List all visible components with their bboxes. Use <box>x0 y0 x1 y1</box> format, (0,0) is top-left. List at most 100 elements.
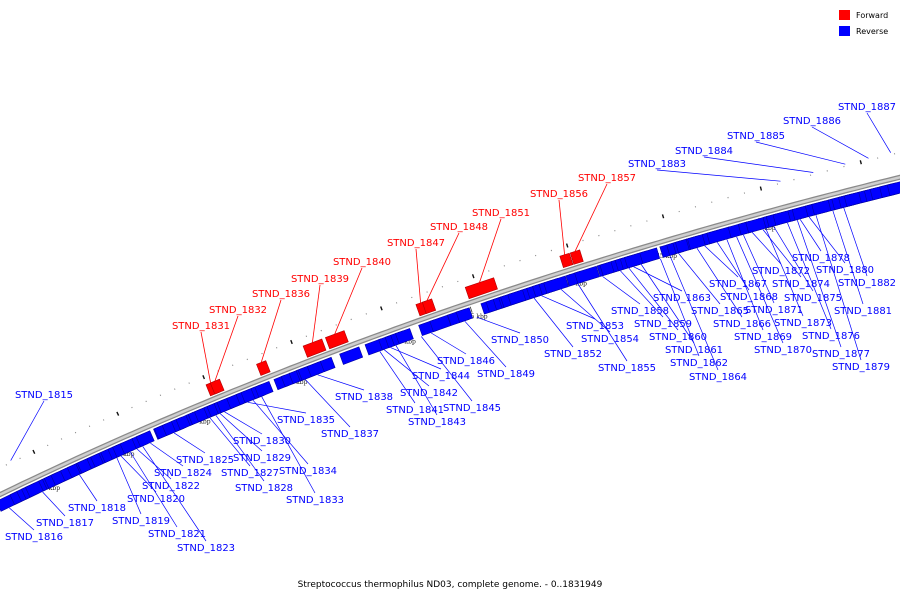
reverse-leader-line <box>421 336 473 402</box>
reverse-leader-line <box>384 349 430 387</box>
reverse-gene-label: STND_1845 <box>443 403 501 414</box>
reverse-gene-label: STND_1823 <box>177 543 235 554</box>
forward-leader-line <box>260 299 282 363</box>
reverse-gene-label: STND_1861 <box>665 345 723 356</box>
reverse-gene-label: STND_1834 <box>279 466 337 477</box>
reverse-leader-line <box>219 413 263 452</box>
reverse-gene <box>455 307 474 323</box>
forward-gene-label: STND_1848 <box>430 222 488 233</box>
reverse-gene-label: STND_1884 <box>675 146 733 157</box>
forward-gene <box>569 249 584 265</box>
reverse-gene-label: STND_1850 <box>491 335 549 346</box>
reverse-gene-label: STND_1841 <box>386 405 444 416</box>
reverse-leader-line <box>787 222 832 330</box>
forward-gene-label: STND_1847 <box>387 238 445 249</box>
axis-highlight <box>0 175 900 496</box>
reverse-gene-label: STND_1854 <box>581 334 639 345</box>
forward-gene <box>302 338 327 358</box>
reverse-gene-label: STND_1817 <box>36 518 94 529</box>
reverse-gene-label: STND_1880 <box>816 265 874 276</box>
legend-reverse-swatch <box>839 26 850 36</box>
forward-gene-label: STND_1851 <box>472 208 530 219</box>
reverse-leader-line <box>9 507 35 531</box>
reverse-leader-line <box>476 316 521 334</box>
reverse-leader-line <box>390 347 442 370</box>
reverse-leader-line <box>799 219 822 252</box>
reverse-leader-line <box>628 267 679 331</box>
leader-line-layer <box>9 112 892 542</box>
reverse-gene-label: STND_1869 <box>734 332 792 343</box>
minor-dot <box>116 411 120 416</box>
minor-dot <box>46 444 49 447</box>
minor-dot <box>32 449 36 454</box>
forward-gene-label: STND_1832 <box>209 305 267 316</box>
reverse-leader-line <box>765 228 804 317</box>
reverse-leader-line <box>150 442 184 467</box>
reverse-gene-label: STND_1862 <box>670 358 728 369</box>
reverse-leader-line <box>832 210 864 305</box>
reverse-gene-label: STND_1886 <box>783 116 841 127</box>
reverse-leader-line <box>247 401 307 414</box>
reverse-gene-label: STND_1887 <box>838 102 896 113</box>
minor-dot <box>88 425 91 428</box>
genome-axis <box>0 174 900 498</box>
reverse-leader-line <box>261 396 316 494</box>
reverse-leader-line <box>811 126 869 159</box>
forward-gene-label: STND_1831 <box>172 321 230 332</box>
reverse-leader-line <box>305 379 351 428</box>
minor-dot <box>471 274 475 279</box>
reverse-leader-line <box>395 345 438 416</box>
reverse-gene-label: STND_1866 <box>713 319 771 330</box>
reverse-leader-line <box>762 229 802 278</box>
forward-gene-label: STND_1839 <box>291 274 349 285</box>
reverse-leader-line <box>669 255 719 371</box>
minor-dot <box>5 464 8 466</box>
reverse-leader-line <box>602 276 641 305</box>
forward-gene <box>421 298 437 314</box>
reverse-leader-line <box>173 432 206 454</box>
reverse-leader-line <box>209 417 251 467</box>
forward-gene <box>325 330 349 350</box>
reverse-gene-label: STND_1852 <box>544 349 602 360</box>
minor-dot <box>19 457 21 460</box>
reverse-gene <box>135 430 155 448</box>
forward-leader-line <box>479 218 502 283</box>
reverse-gene-label: STND_1858 <box>611 306 669 317</box>
minor-dot <box>305 335 308 338</box>
reverse-gene-label: STND_1868 <box>720 292 778 303</box>
reverse-leader-line <box>252 399 309 465</box>
reverse-gene-label: STND_1828 <box>235 483 293 494</box>
forward-gene <box>559 252 574 268</box>
reverse-gene-label: STND_1830 <box>233 436 291 447</box>
minor-dot <box>565 243 569 248</box>
forward-leader-line <box>574 183 608 252</box>
reverse-leader-line <box>317 374 365 391</box>
reverse-gene-label: STND_1842 <box>400 388 458 399</box>
reverse-gene-label: STND_1885 <box>727 131 785 142</box>
reverse-gene-label: STND_1874 <box>772 279 830 290</box>
reverse-leader-line <box>726 239 764 331</box>
minor-dot <box>159 394 162 397</box>
map-caption: Streptococcus thermophilus ND03, complet… <box>298 580 603 590</box>
legend-forward-label: Forward <box>856 11 888 20</box>
reverse-gene-label: STND_1883 <box>628 159 686 170</box>
reverse-gene <box>543 275 569 294</box>
reverse-leader-line <box>541 295 596 320</box>
forward-gene-label: STND_1836 <box>252 289 310 300</box>
reverse-leader-line <box>577 283 628 362</box>
reverse-gene-label: STND_1827 <box>221 468 279 479</box>
forward-gene <box>209 378 225 395</box>
forward-leader-line <box>415 248 421 303</box>
reverse-gene-label: STND_1860 <box>649 332 707 343</box>
reverse-gene <box>395 328 414 345</box>
reverse-leader-line <box>656 169 781 182</box>
reverse-leader-line <box>773 226 814 292</box>
reverse-gene-label: STND_1844 <box>412 371 470 382</box>
reverse-gene-label: STND_1879 <box>832 362 890 373</box>
reverse-leader-line <box>130 451 178 528</box>
forward-leader-line <box>312 284 321 343</box>
reverse-leader-line <box>464 321 507 368</box>
reverse-gene-label: STND_1865 <box>691 306 749 317</box>
reverse-leader-line <box>633 266 683 292</box>
